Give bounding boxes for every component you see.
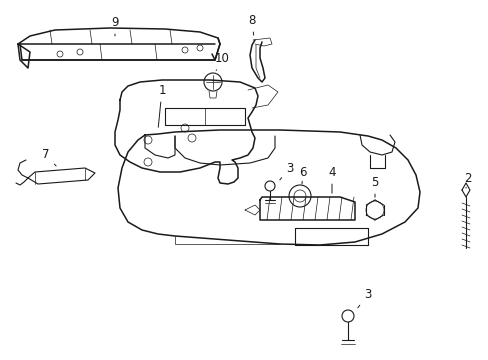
Text: 9: 9: [111, 15, 119, 36]
Text: 6: 6: [299, 166, 306, 184]
Text: 3: 3: [357, 288, 371, 308]
Text: 7: 7: [42, 148, 56, 166]
Text: 4: 4: [327, 166, 335, 193]
Text: 10: 10: [214, 51, 229, 71]
Text: 8: 8: [248, 13, 255, 35]
Text: 3: 3: [279, 162, 293, 180]
Text: 1: 1: [158, 84, 165, 127]
Text: 2: 2: [463, 171, 471, 188]
Text: 5: 5: [370, 175, 378, 197]
